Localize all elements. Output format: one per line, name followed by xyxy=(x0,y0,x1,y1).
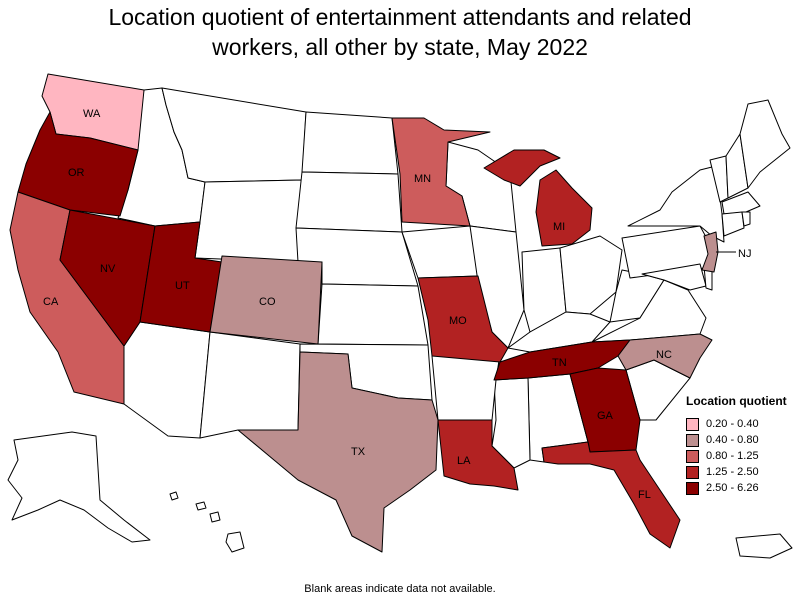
state-MD[interactable] xyxy=(641,263,707,291)
legend-label: 1.25 - 2.50 xyxy=(706,466,759,478)
label-NV: NV xyxy=(100,263,116,275)
legend-label: 0.20 - 0.40 xyxy=(706,418,759,430)
state-AK[interactable] xyxy=(7,431,151,543)
state-NJ[interactable] xyxy=(701,231,719,273)
label-NJ: NJ xyxy=(738,248,751,260)
label-FL: FL xyxy=(638,489,651,501)
state-AZ[interactable] xyxy=(123,321,211,439)
state-labels: WA OR CA NV UT CO TX MN MO LA MI TN GA F… xyxy=(43,108,751,501)
legend-item: 1.25 - 2.50 xyxy=(686,464,798,480)
map-title-line-1: Location quotient of entertainment atten… xyxy=(108,4,692,30)
legend-label: 0.40 - 0.80 xyxy=(706,434,759,446)
label-CA: CA xyxy=(43,296,59,308)
legend-label: 2.50 - 6.26 xyxy=(706,482,759,494)
state-HI[interactable] xyxy=(169,491,245,553)
state-MA[interactable] xyxy=(721,191,761,215)
label-MO: MO xyxy=(449,315,467,327)
state-TX[interactable] xyxy=(237,351,439,553)
label-NC: NC xyxy=(656,349,672,361)
state-CO[interactable] xyxy=(209,255,323,345)
map-title: Location quotient of entertainment atten… xyxy=(0,2,800,62)
legend-item: 2.50 - 6.26 xyxy=(686,480,798,496)
label-UT: UT xyxy=(175,280,190,292)
states-with-data xyxy=(9,73,719,553)
label-MI: MI xyxy=(553,221,565,233)
legend-item: 0.20 - 0.40 xyxy=(686,416,798,432)
state-NM[interactable] xyxy=(199,331,301,439)
label-TX: TX xyxy=(351,446,366,458)
legend-swatch xyxy=(686,449,699,463)
map-title-line-2: workers, all other by state, May 2022 xyxy=(212,34,588,60)
territory-PR[interactable] xyxy=(735,533,793,559)
state-IA[interactable] xyxy=(401,225,483,279)
state-TN[interactable] xyxy=(493,339,631,381)
state-OR[interactable] xyxy=(17,111,139,217)
legend: Location quotient 0.20 - 0.40 0.40 - 0.8… xyxy=(686,394,798,496)
legend-item: 0.80 - 1.25 xyxy=(686,448,798,464)
states-no-data xyxy=(7,87,793,559)
label-TN: TN xyxy=(552,357,567,369)
legend-item: 0.40 - 0.80 xyxy=(686,432,798,448)
state-AR[interactable] xyxy=(431,353,501,421)
legend-swatch xyxy=(686,465,699,479)
legend-swatch xyxy=(686,417,699,431)
state-WY[interactable] xyxy=(194,179,303,263)
state-CT[interactable] xyxy=(721,211,745,237)
label-WA: WA xyxy=(83,108,101,120)
state-SD[interactable] xyxy=(295,171,403,233)
label-CO: CO xyxy=(259,296,276,308)
state-KS[interactable] xyxy=(317,283,429,346)
legend-swatch xyxy=(686,433,699,447)
legend-title: Location quotient xyxy=(686,394,787,408)
state-RI[interactable] xyxy=(741,211,751,227)
state-MO[interactable] xyxy=(417,275,509,363)
footnote: Blank areas indicate data not available. xyxy=(304,583,496,595)
label-LA: LA xyxy=(457,455,471,467)
state-NV[interactable] xyxy=(59,209,156,347)
state-ND[interactable] xyxy=(301,111,399,175)
state-LA[interactable] xyxy=(437,419,519,491)
state-ME[interactable] xyxy=(739,99,791,189)
state-MI[interactable] xyxy=(483,149,593,247)
label-MN: MN xyxy=(414,173,431,185)
state-NC[interactable] xyxy=(617,333,713,379)
state-FL[interactable] xyxy=(541,441,681,549)
state-OH[interactable] xyxy=(559,235,623,315)
legend-label: 0.80 - 1.25 xyxy=(706,450,759,462)
state-MN[interactable] xyxy=(391,117,491,227)
label-GA: GA xyxy=(597,410,614,422)
legend-swatch xyxy=(686,481,699,495)
label-OR: OR xyxy=(68,167,85,179)
